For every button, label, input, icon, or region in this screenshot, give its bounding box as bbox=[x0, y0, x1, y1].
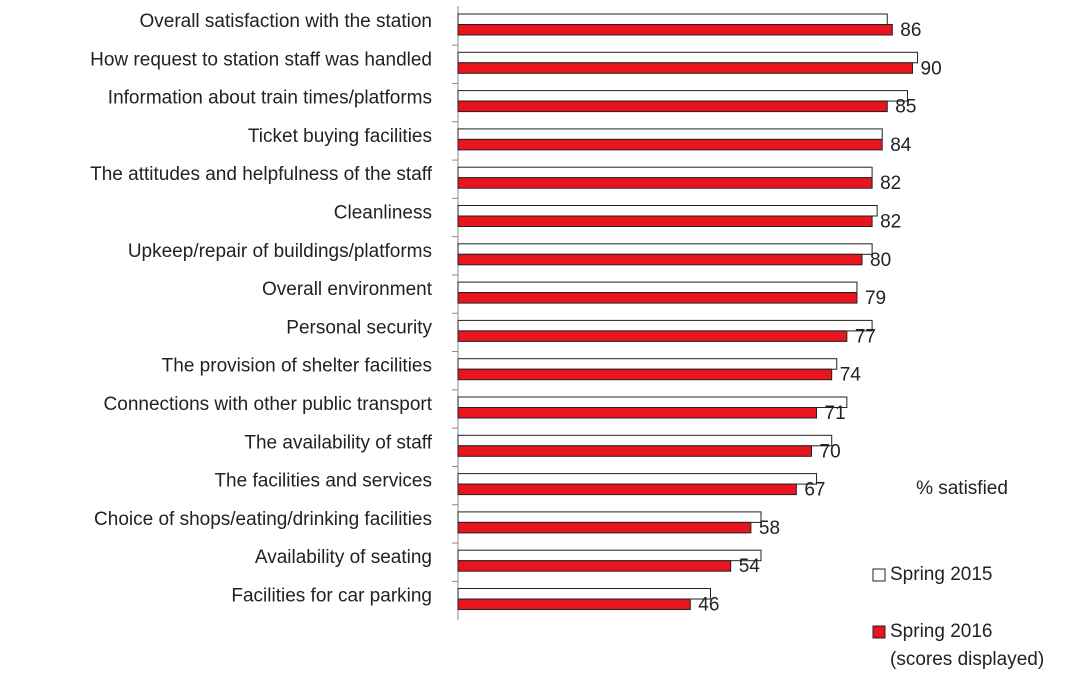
bar bbox=[457, 396, 848, 408]
bar bbox=[457, 205, 878, 217]
bar bbox=[457, 549, 762, 562]
value-label: 85 bbox=[895, 97, 916, 118]
legend-swatch bbox=[872, 625, 886, 639]
bar bbox=[457, 445, 812, 457]
bar bbox=[457, 330, 848, 342]
bar bbox=[457, 560, 732, 572]
bar bbox=[457, 358, 838, 370]
bar bbox=[457, 588, 711, 600]
value-label: 70 bbox=[820, 441, 841, 462]
bar bbox=[457, 598, 691, 610]
category-label: The facilities and services bbox=[214, 471, 432, 492]
value-label: 82 bbox=[880, 173, 901, 194]
value-label: 71 bbox=[825, 403, 846, 424]
legend-label: Spring 2015 bbox=[890, 564, 992, 585]
value-label: 90 bbox=[921, 58, 942, 79]
category-label: Information about train times/platforms bbox=[108, 88, 432, 109]
bar bbox=[457, 434, 833, 447]
value-label: 84 bbox=[890, 135, 912, 156]
bar bbox=[457, 100, 888, 113]
category-label: How request to station staff was handled bbox=[90, 49, 432, 70]
category-label: The availability of staff bbox=[244, 432, 432, 453]
bar bbox=[457, 253, 863, 266]
bar bbox=[457, 215, 873, 227]
bar bbox=[457, 51, 919, 64]
legend-note: (scores displayed) bbox=[890, 649, 1044, 670]
bar bbox=[457, 243, 873, 255]
bar bbox=[457, 24, 893, 36]
category-label: Personal security bbox=[286, 317, 432, 338]
value-label: 54 bbox=[739, 556, 761, 577]
bar bbox=[457, 368, 833, 381]
bar bbox=[457, 483, 797, 496]
bar bbox=[457, 128, 883, 140]
category-label: Choice of shops/eating/drinking faciliti… bbox=[94, 509, 432, 530]
legend-label: Spring 2016 bbox=[890, 621, 992, 642]
bar bbox=[457, 90, 908, 102]
value-label: 58 bbox=[759, 518, 780, 539]
value-label: 67 bbox=[804, 480, 825, 501]
value-label: 86 bbox=[900, 20, 921, 41]
category-label: Connections with other public transport bbox=[104, 394, 433, 415]
value-label: 80 bbox=[870, 250, 891, 271]
axis-label: % satisfied bbox=[916, 478, 1008, 499]
category-label: The provision of shelter facilities bbox=[162, 356, 432, 377]
bar bbox=[457, 407, 818, 419]
category-label: Overall satisfaction with the station bbox=[139, 11, 432, 32]
bar bbox=[457, 319, 873, 332]
category-label: Facilities for car parking bbox=[231, 586, 432, 607]
bar bbox=[457, 13, 888, 25]
category-label: The attitudes and helpfulness of the sta… bbox=[90, 164, 433, 185]
category-label: Overall environment bbox=[262, 279, 433, 300]
bar bbox=[457, 521, 752, 534]
bar bbox=[457, 177, 873, 189]
value-label: 46 bbox=[698, 595, 719, 616]
bar bbox=[457, 473, 818, 485]
category-label: Ticket buying facilities bbox=[248, 126, 432, 147]
category-label: Availability of seating bbox=[255, 547, 432, 568]
bar bbox=[457, 292, 858, 304]
value-label: 74 bbox=[840, 365, 862, 386]
bar bbox=[457, 138, 883, 151]
category-label: Upkeep/repair of buildings/platforms bbox=[128, 241, 432, 262]
value-label: 77 bbox=[855, 326, 876, 347]
category-label: Cleanliness bbox=[334, 203, 432, 224]
value-label: 82 bbox=[880, 212, 901, 233]
value-label: 79 bbox=[865, 288, 886, 309]
bar bbox=[457, 166, 873, 179]
bar bbox=[457, 511, 762, 523]
legend-swatch bbox=[872, 568, 886, 582]
bar bbox=[457, 281, 858, 294]
bar bbox=[457, 62, 913, 74]
